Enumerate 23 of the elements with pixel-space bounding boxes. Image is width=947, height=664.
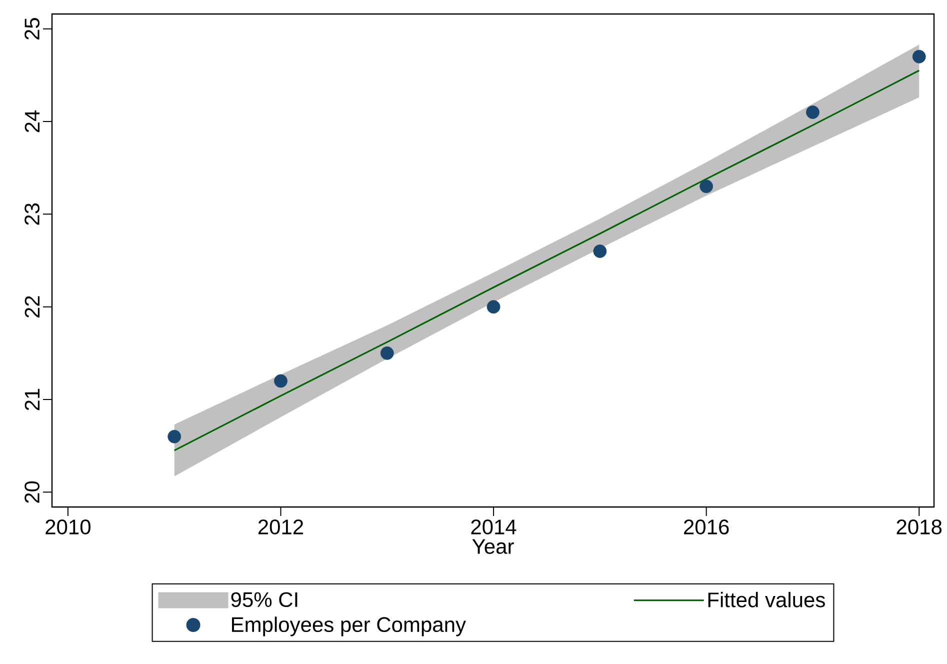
x-tick-label: 2016 — [684, 520, 729, 534]
y-tick-label: 23 — [24, 203, 40, 225]
x-tick-label: 2010 — [46, 520, 90, 534]
point — [593, 244, 607, 258]
y-tick-label: 25 — [24, 18, 40, 40]
y-tick-label: 22 — [24, 296, 40, 318]
point — [806, 106, 820, 119]
x-axis-title: Year — [472, 539, 514, 554]
point — [168, 430, 182, 444]
legend-label: Fitted values — [708, 592, 825, 608]
x-tick-label: 2018 — [896, 520, 942, 534]
point — [274, 374, 288, 388]
y-tick-label: 20 — [24, 481, 40, 503]
point — [700, 180, 714, 194]
point — [380, 346, 394, 360]
text: 95% CI — [231, 592, 298, 608]
y-tick-label: 24 — [24, 110, 40, 132]
point — [486, 300, 500, 314]
x-tick-label: 2014 — [471, 520, 516, 534]
point — [912, 50, 926, 64]
y-tick-label: 21 — [24, 388, 40, 410]
x-tick-label: 2012 — [258, 520, 304, 534]
legend-label: Employees per Company — [232, 616, 466, 636]
